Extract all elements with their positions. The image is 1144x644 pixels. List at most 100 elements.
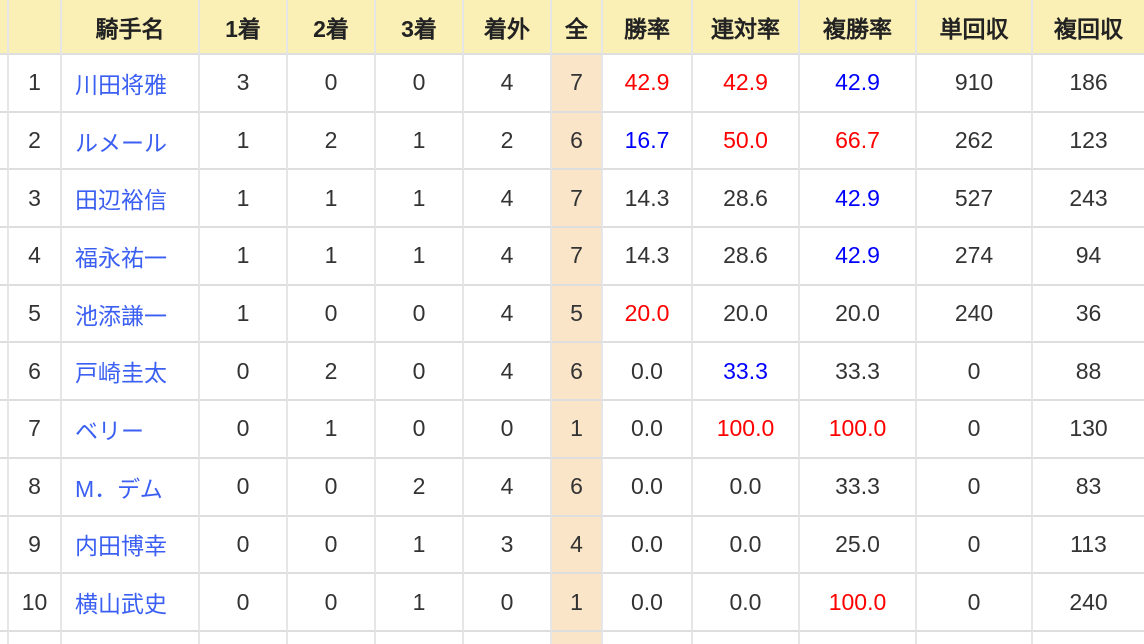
jockey-name-link[interactable]: 内田博幸 — [62, 516, 200, 575]
jockey-name-text[interactable]: ルメール — [75, 129, 167, 156]
quinella-rate-cell: 0.0 — [693, 458, 800, 517]
show-rate-cell: 100.0 — [800, 401, 917, 459]
jockey-name-text[interactable]: 横山武史 — [75, 591, 167, 618]
win-recovery-cell: 0 — [917, 574, 1033, 632]
win-rate-cell: 20.0 — [603, 285, 693, 344]
header-show-recovery[interactable]: 複回収 — [1033, 0, 1144, 55]
jockey-name-link[interactable]: 戸崎圭太 — [62, 343, 200, 402]
jockey-name-link[interactable]: 横山武史 — [62, 574, 200, 632]
second-place-cell: 2 — [288, 343, 376, 402]
out-of-place-cell: 4 — [464, 458, 552, 517]
jockey-name-link[interactable]: ルメール — [62, 112, 200, 171]
show-recovery-cell: 130 — [1033, 401, 1144, 459]
total-cell: 7 — [552, 170, 603, 229]
jockey-name-text[interactable]: 戸崎圭太 — [75, 360, 167, 387]
total-cell: 7 — [552, 228, 603, 286]
spacer-cell — [0, 401, 9, 459]
quinella-rate-cell: 100.0 — [693, 401, 800, 459]
quinella-rate-cell: 0.0 — [693, 516, 800, 575]
show-recovery-cell: 88 — [1033, 343, 1144, 402]
win-recovery-cell: 910 — [917, 55, 1033, 113]
jockey-name-text[interactable]: ベリー — [75, 417, 144, 444]
out-of-place-cell: 0 — [464, 401, 552, 459]
jockey-name-link[interactable]: 池添謙一 — [62, 285, 200, 344]
spacer-cell — [0, 285, 9, 344]
header-second-place[interactable]: 2着 — [288, 0, 376, 55]
out-of-place-cell: 4 — [464, 170, 552, 229]
header-jockey-name[interactable]: 騎手名 — [62, 0, 200, 55]
show-rate-cell: 42.9 — [800, 170, 917, 229]
partial-cell — [288, 631, 376, 644]
table-row: 2 ルメール 1 2 1 2 6 16.7 50.0 66.7 262 123 — [0, 112, 1144, 171]
win-rate-cell: 0.0 — [603, 401, 693, 459]
partial-cell — [800, 631, 917, 644]
show-recovery-cell: 186 — [1033, 55, 1144, 113]
first-place-cell: 0 — [200, 458, 288, 517]
quinella-rate-cell: 28.6 — [693, 228, 800, 286]
header-win-rate[interactable]: 勝率 — [603, 0, 693, 55]
out-of-place-cell: 2 — [464, 112, 552, 171]
partial-cell — [1033, 632, 1144, 644]
first-place-cell: 0 — [200, 516, 288, 575]
win-rate-cell: 14.3 — [603, 170, 693, 229]
rank-cell: 9 — [9, 516, 62, 575]
second-place-cell: 2 — [288, 112, 376, 171]
show-rate-cell: 42.9 — [800, 228, 917, 286]
show-recovery-cell: 36 — [1033, 286, 1144, 344]
header-third-place[interactable]: 3着 — [376, 0, 464, 55]
quinella-rate-cell: 42.9 — [693, 55, 800, 113]
win-rate-cell: 42.9 — [603, 55, 693, 113]
third-place-cell: 1 — [376, 112, 464, 171]
win-recovery-cell: 274 — [917, 228, 1033, 286]
out-of-place-cell: 4 — [464, 55, 552, 113]
rank-cell: 6 — [9, 343, 62, 402]
quinella-rate-cell: 20.0 — [693, 285, 800, 344]
jockey-name-text[interactable]: 福永祐一 — [75, 244, 167, 271]
jockey-name-link[interactable]: 福永祐一 — [62, 228, 200, 286]
show-rate-cell: 33.3 — [800, 458, 917, 517]
jockey-name-link[interactable]: ベリー — [62, 401, 200, 459]
show-recovery-cell: 243 — [1033, 170, 1144, 229]
third-place-cell: 1 — [376, 574, 464, 632]
header-win-recovery[interactable]: 単回収 — [917, 0, 1033, 55]
jockey-name-text[interactable]: 川田将雅 — [75, 71, 167, 98]
show-recovery-cell: 113 — [1033, 517, 1144, 575]
show-rate-cell: 42.9 — [800, 55, 917, 113]
win-recovery-cell: 0 — [917, 516, 1033, 575]
total-cell: 6 — [552, 458, 603, 517]
jockey-name-link[interactable]: 川田将雅 — [62, 55, 200, 113]
show-rate-cell: 100.0 — [800, 574, 917, 632]
header-first-place[interactable]: 1着 — [200, 0, 288, 55]
win-rate-cell: 14.3 — [603, 228, 693, 286]
total-cell: 1 — [552, 401, 603, 459]
show-recovery-cell: 240 — [1033, 574, 1144, 632]
show-rate-cell: 20.0 — [800, 285, 917, 344]
jockey-name-text[interactable]: 内田博幸 — [75, 533, 167, 560]
partial-row — [0, 631, 1144, 644]
jockey-name-text[interactable]: M．デム — [75, 475, 163, 502]
header-row: 騎手名 1着 2着 3着 着外 全 勝率 連対率 複勝率 単回収 複回収 — [0, 0, 1144, 55]
header-total[interactable]: 全 — [552, 0, 603, 55]
jockey-name-link[interactable]: M．デム — [62, 458, 200, 517]
win-recovery-cell: 240 — [917, 285, 1033, 344]
first-place-cell: 0 — [200, 343, 288, 402]
first-place-cell: 0 — [200, 401, 288, 459]
jockey-name-text[interactable]: 田辺裕信 — [75, 187, 167, 214]
first-place-cell: 1 — [200, 228, 288, 286]
header-show-rate[interactable]: 複勝率 — [800, 0, 917, 55]
win-recovery-cell: 0 — [917, 458, 1033, 517]
header-quinella-rate[interactable]: 連対率 — [693, 0, 800, 55]
header-out-of-place[interactable]: 着外 — [464, 0, 552, 55]
rank-cell: 1 — [9, 55, 62, 113]
jockey-name-link[interactable]: 田辺裕信 — [62, 170, 200, 229]
second-place-cell: 1 — [288, 170, 376, 229]
win-recovery-cell: 527 — [917, 170, 1033, 229]
first-place-cell: 0 — [200, 574, 288, 632]
show-rate-cell: 25.0 — [800, 516, 917, 575]
total-cell: 4 — [552, 516, 603, 575]
jockey-name-text[interactable]: 池添謙一 — [75, 302, 167, 329]
partial-cell — [693, 631, 800, 644]
table-row: 7 ベリー 0 1 0 0 1 0.0 100.0 100.0 0 130 — [0, 401, 1144, 459]
win-rate-cell: 0.0 — [603, 574, 693, 632]
out-of-place-cell: 4 — [464, 228, 552, 286]
